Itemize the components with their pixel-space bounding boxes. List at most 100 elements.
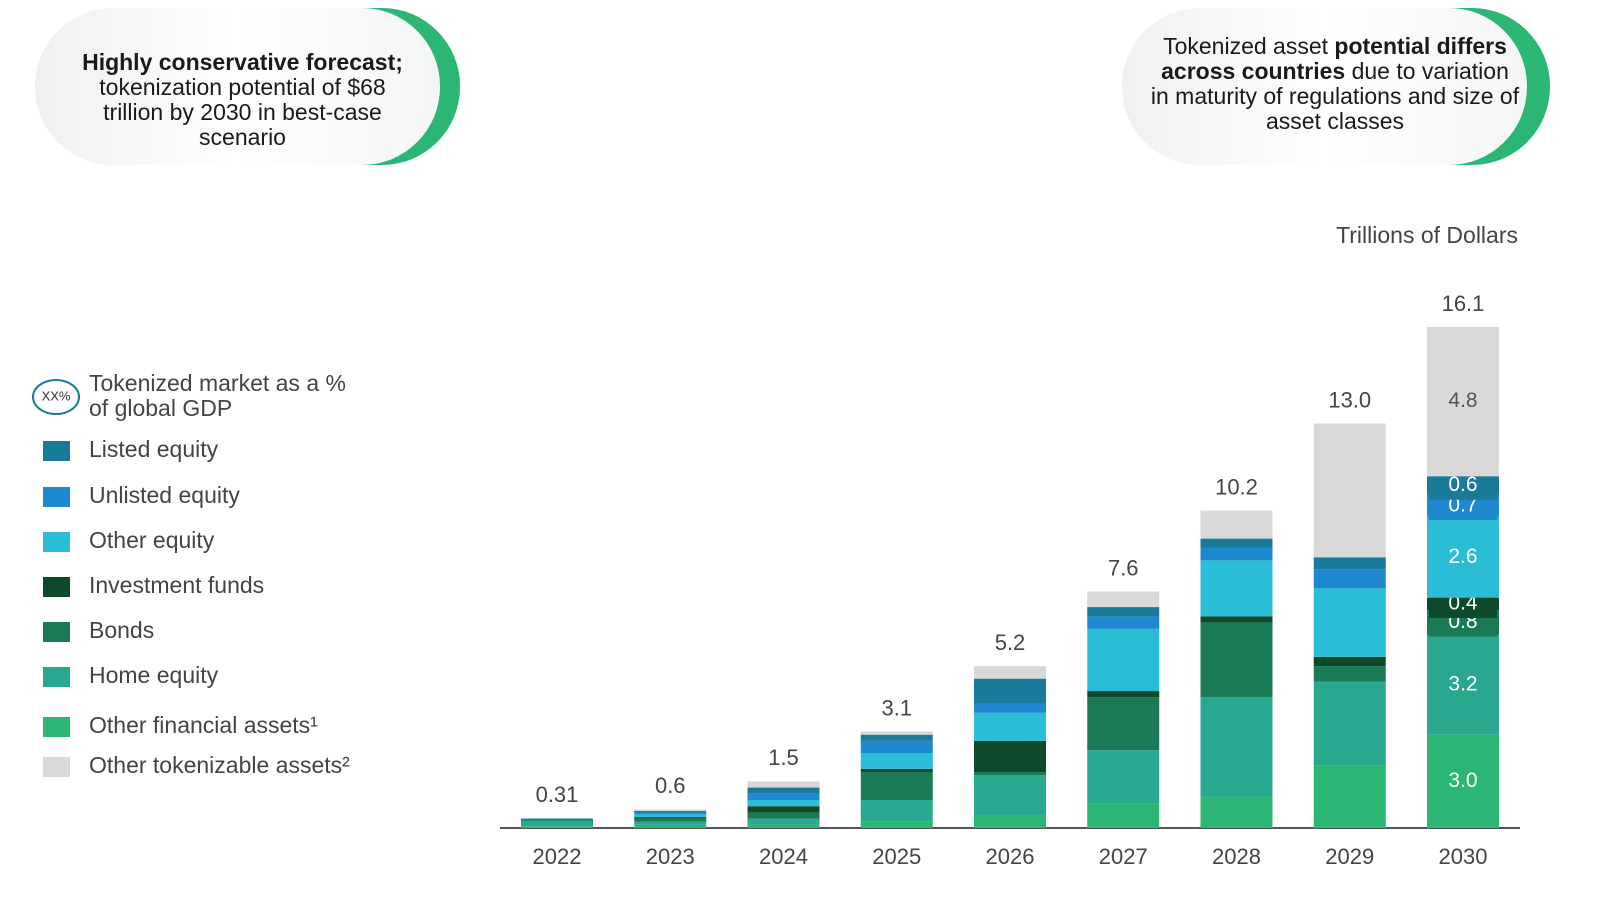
x-tick-label: 2026 (986, 844, 1035, 869)
segment-label: 0.6 (1448, 473, 1477, 496)
bar-segment (860, 740, 933, 754)
bar-segment (974, 771, 1046, 776)
bar-segment (1087, 697, 1160, 751)
bar-segment (1200, 560, 1273, 617)
legend-swatch (43, 577, 70, 597)
bar-segment (860, 821, 933, 828)
bar-segment (1313, 681, 1386, 766)
bar-segment (747, 787, 820, 794)
segment-label: 2.6 (1448, 545, 1477, 568)
callout: Tokenized asset potential differs across… (1150, 34, 1520, 134)
legend-label: Other tokenizable assets² (89, 752, 350, 778)
bar-segment (1087, 607, 1160, 617)
bar-segment (1427, 327, 1499, 477)
segment-label: 3.0 (1448, 769, 1477, 792)
segment-label-bg (1429, 471, 1497, 500)
legend-swatch (43, 487, 70, 507)
callout-text: tokenization potential of $68 trillion b… (99, 49, 410, 150)
bar-segment (1313, 588, 1386, 657)
x-tick-label: 2027 (1099, 844, 1148, 869)
bar-segment (974, 678, 1046, 704)
gdp-legend-line: Tokenized market as a % (89, 370, 346, 396)
bar-segment (521, 819, 593, 821)
segment-label: 4.8 (1448, 389, 1477, 412)
bar-segment (860, 799, 933, 822)
legend-label: Investment funds (89, 572, 264, 598)
legend-label: Other financial assets¹ (89, 712, 318, 738)
bar-segment (747, 799, 820, 807)
total-label: 16.1 (1442, 291, 1485, 316)
bar-segment (974, 775, 1046, 816)
bar-segment (1313, 765, 1386, 828)
legend-swatch (43, 622, 70, 642)
bar-segment (1087, 628, 1160, 692)
bar-segment (747, 812, 820, 819)
callout-shape (1122, 8, 1527, 165)
bar-segment (1087, 750, 1160, 804)
bar-segment (1313, 423, 1386, 558)
bar-segment (634, 810, 707, 813)
bar-segment (1200, 622, 1273, 698)
x-tick-label: 2022 (533, 844, 582, 869)
bar-segment (974, 740, 1046, 772)
x-tick-label: 2028 (1212, 844, 1261, 869)
bar-segment (1200, 796, 1273, 828)
total-label: 1.5 (768, 745, 799, 770)
x-tick-label: 2030 (1439, 844, 1488, 869)
bar-segment (1313, 557, 1386, 570)
bar-segment (860, 768, 933, 772)
bar-segment (634, 812, 707, 814)
callout-shape (35, 8, 440, 165)
callout: Highly conservative forecast; tokenizati… (70, 50, 415, 150)
x-tick-label: 2024 (759, 844, 808, 869)
legend-swatch (43, 717, 70, 737)
bar-segment (974, 703, 1046, 713)
bar-segment (860, 753, 933, 769)
bar-segment (634, 813, 707, 818)
bar-segment (974, 815, 1046, 828)
legend-label: Listed equity (89, 436, 219, 462)
gdp-legend-line: of global GDP (89, 395, 232, 421)
bar-segment (1200, 547, 1273, 561)
bar-segment (634, 821, 707, 825)
callout-text: Tokenized asset (1163, 33, 1335, 59)
total-label: 0.6 (655, 773, 686, 798)
bar-segment (747, 824, 820, 828)
total-label: 5.2 (995, 630, 1026, 655)
x-tick-label: 2023 (646, 844, 695, 869)
bar-segment (860, 731, 933, 735)
callout-text: Highly conservative forecast; (82, 49, 403, 75)
bar-segment (1313, 569, 1386, 589)
callout-text: due to variation in maturity of regulati… (1150, 58, 1526, 134)
legend-swatch (43, 532, 70, 552)
gdp-icon (32, 379, 80, 415)
bar-segment (1200, 697, 1273, 797)
bar-segment (1427, 734, 1499, 828)
bar-segment (634, 817, 707, 819)
total-label: 7.6 (1108, 555, 1139, 580)
total-label: 3.1 (881, 695, 912, 720)
bar-segment (747, 793, 820, 800)
bar-segment (747, 781, 820, 788)
bar-segment (634, 818, 707, 822)
bar-segment (747, 818, 820, 825)
legend-swatch (43, 667, 70, 687)
bar-segment (634, 809, 707, 811)
legend-label: Home equity (89, 662, 219, 688)
bar-segment (974, 712, 1046, 741)
unit-label: Trillions of Dollars (1336, 222, 1518, 248)
bar-segment (1427, 635, 1499, 735)
bar-segment (1087, 591, 1160, 608)
bar-segment (860, 771, 933, 800)
callout-text: potential differs across countries (1161, 33, 1514, 84)
bar-segment (1427, 516, 1499, 598)
total-label: 0.31 (536, 782, 579, 807)
bar-segment (1087, 616, 1160, 629)
bar-segment (1200, 538, 1273, 548)
legend-label: Other equity (89, 527, 215, 553)
total-label: 10.2 (1215, 474, 1258, 499)
bar-segment (1313, 666, 1386, 682)
bar-segment (1200, 510, 1273, 539)
gdp-icon-label: XX% (42, 388, 71, 403)
